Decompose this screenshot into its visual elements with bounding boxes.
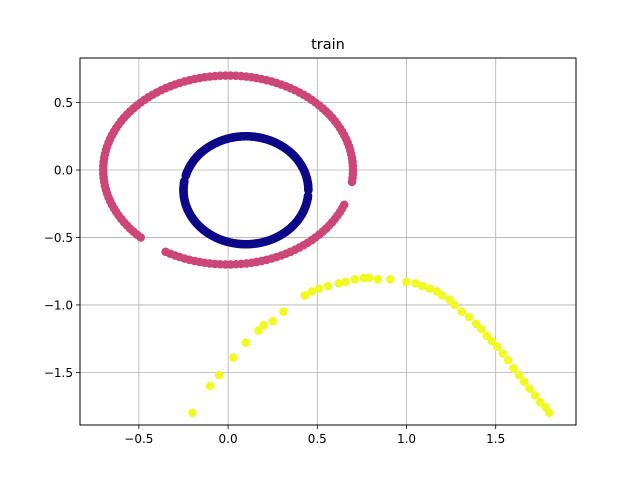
scatter-point xyxy=(300,291,310,300)
scatter-point xyxy=(350,274,360,284)
scatter-point xyxy=(314,284,324,294)
scatter-point xyxy=(323,281,333,291)
scatter-point xyxy=(268,316,277,326)
scatter-point xyxy=(457,307,467,316)
scatter-point xyxy=(493,342,502,352)
scatter-point xyxy=(514,370,524,380)
y-tick-label: 0.5 xyxy=(54,96,73,110)
scatter-point xyxy=(411,279,420,288)
scatter-point xyxy=(519,377,529,387)
x-tick-label: 0.0 xyxy=(219,432,238,446)
scatter-point xyxy=(279,307,288,316)
scatter-point xyxy=(386,274,395,284)
chart-title: train xyxy=(311,37,345,53)
scatter-point xyxy=(544,408,554,418)
scatter-point xyxy=(437,291,447,300)
scatter-point xyxy=(418,281,427,291)
axis-ticks: −0.5 0.0 0.5 1.0 1.5 0.5 0.0 −0.5 −1.0 −1.5 xyxy=(44,96,505,446)
scatter-point xyxy=(487,337,497,346)
scatter-point xyxy=(445,295,454,304)
scatter-point xyxy=(402,277,411,287)
scatter-point xyxy=(205,381,215,391)
y-tick-label: −1.0 xyxy=(44,298,73,312)
x-tick-label: −0.5 xyxy=(124,432,153,446)
scatter-point xyxy=(241,338,251,347)
scatter-point xyxy=(536,397,545,407)
y-tick-label: −0.5 xyxy=(44,231,73,245)
scatter-point xyxy=(303,191,313,201)
scatter-point xyxy=(188,408,197,418)
scatter-point xyxy=(254,326,263,335)
data-points xyxy=(98,71,554,418)
scatter-point xyxy=(341,277,351,287)
scatter-point xyxy=(509,364,518,373)
scatter-point xyxy=(373,274,383,284)
scatter-point xyxy=(482,331,492,341)
scatter-point xyxy=(498,349,508,358)
scatter-point xyxy=(307,287,317,296)
scatter-point xyxy=(471,319,481,329)
scatter-point xyxy=(425,284,434,294)
scatter-point xyxy=(334,279,344,288)
axes-frame xyxy=(79,57,577,426)
scatter-point xyxy=(214,370,224,380)
scatter-point xyxy=(136,233,146,242)
scatter-point xyxy=(477,324,486,334)
scatter-point xyxy=(259,320,269,330)
scatter-point xyxy=(503,355,513,365)
x-tick-label: 0.5 xyxy=(308,432,327,446)
scatter-point xyxy=(339,200,349,210)
scatter-point xyxy=(525,384,534,393)
y-tick-label: 0.0 xyxy=(54,163,73,177)
x-tick-label: 1.5 xyxy=(486,432,505,446)
scatter-point xyxy=(348,169,358,179)
y-tick-label: −1.5 xyxy=(44,366,73,380)
scatter-point xyxy=(464,312,474,322)
x-tick-label: 1.0 xyxy=(397,432,416,446)
scatter-point xyxy=(364,273,374,283)
scatter-point xyxy=(229,353,238,362)
scatter-point xyxy=(450,300,459,310)
scatter-point xyxy=(530,391,540,400)
